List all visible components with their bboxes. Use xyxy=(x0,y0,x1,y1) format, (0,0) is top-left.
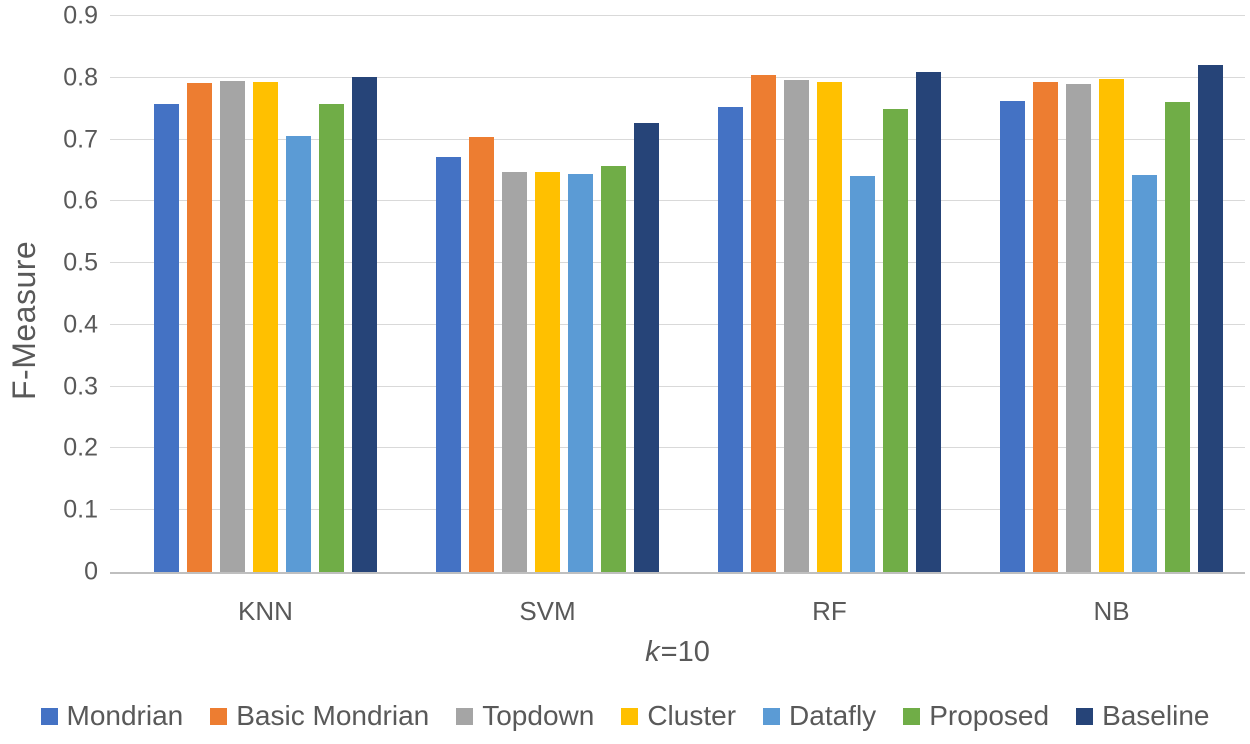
bar-datafly-knn xyxy=(286,135,311,572)
bar-topdown-knn xyxy=(220,80,245,572)
bar-baseline-knn xyxy=(352,77,377,572)
y-tick-label-0.6: 0.6 xyxy=(63,186,98,215)
bar-proposed-knn xyxy=(319,103,344,572)
legend: Mondrian Basic Mondrian Topdown Cluster Data… xyxy=(0,700,1250,732)
legend-label-cluster: Cluster xyxy=(647,700,737,731)
bar-cluster-rf xyxy=(817,82,842,572)
legend-swatch-cluster xyxy=(621,707,639,725)
bar-proposed-nb xyxy=(1165,101,1190,572)
x-category-label-knn: KNN xyxy=(238,596,293,626)
bar-proposed-svm xyxy=(601,166,626,572)
gridline-0.9 xyxy=(110,15,1245,16)
legend-item-datafly: Datafly xyxy=(763,700,876,732)
gridline-0.5 xyxy=(110,262,1245,264)
x-category-label-svm: SVM xyxy=(519,596,576,626)
legend-swatch-proposed xyxy=(903,707,921,725)
legend-item-baseline: Baseline xyxy=(1076,700,1209,732)
x-axis-title-italic: k xyxy=(645,636,660,668)
bar-cluster-svm xyxy=(535,171,560,572)
bar-group-nb xyxy=(1000,16,1223,572)
bar-group-svm xyxy=(436,16,659,572)
gridline-0.4 xyxy=(110,323,1245,325)
bar-basic-mondrian-nb xyxy=(1033,82,1058,572)
y-tick-label-0.8: 0.8 xyxy=(63,63,98,92)
x-axis-title-rest: =10 xyxy=(660,636,710,668)
legend-swatch-mondrian xyxy=(40,707,58,725)
bar-baseline-rf xyxy=(916,72,941,572)
bar-mondrian-knn xyxy=(154,104,179,572)
bar-topdown-rf xyxy=(784,79,809,572)
bar-datafly-svm xyxy=(568,174,593,572)
legend-label-mondrian: Mondrian xyxy=(66,700,184,731)
gridline-0.8 xyxy=(110,76,1245,78)
legend-swatch-basic-mondrian xyxy=(210,707,228,725)
gridline-0.2 xyxy=(110,447,1245,449)
y-tick-label-0.3: 0.3 xyxy=(63,372,98,401)
bar-mondrian-rf xyxy=(718,106,743,572)
bar-baseline-svm xyxy=(634,122,659,572)
legend-label-proposed: Proposed xyxy=(929,700,1050,731)
y-axis-ticks: 0 0.1 0.2 0.3 0.4 0.5 0.6 0.7 0.8 0.9 xyxy=(0,2,98,586)
legend-label-baseline: Baseline xyxy=(1102,700,1210,731)
bar-proposed-rf xyxy=(883,108,908,572)
legend-label-topdown: Topdown xyxy=(482,700,595,731)
y-tick-label-0: 0 xyxy=(84,557,98,586)
bar-datafly-nb xyxy=(1132,174,1157,572)
bar-baseline-nb xyxy=(1198,65,1223,572)
legend-label-basic-mondrian: Basic Mondrian xyxy=(236,700,430,731)
bar-topdown-svm xyxy=(502,171,527,572)
y-tick-label-0.2: 0.2 xyxy=(63,433,98,462)
gridline-0.1 xyxy=(110,509,1245,511)
bar-group-rf xyxy=(718,16,941,572)
bar-datafly-rf xyxy=(850,176,875,572)
legend-swatch-topdown xyxy=(456,707,474,725)
bar-basic-mondrian-svm xyxy=(469,137,494,572)
y-tick-label-0.1: 0.1 xyxy=(63,495,98,524)
legend-item-topdown: Topdown xyxy=(456,700,594,732)
bar-topdown-nb xyxy=(1066,83,1091,572)
legend-label-datafly: Datafly xyxy=(789,700,877,731)
x-axis-title: k=10 xyxy=(110,636,1245,669)
bar-mondrian-svm xyxy=(436,156,461,572)
x-axis-labels: KNN SVM RF NB xyxy=(110,596,1245,627)
y-tick-label-0.5: 0.5 xyxy=(63,248,98,277)
legend-item-mondrian: Mondrian xyxy=(40,700,184,732)
bar-basic-mondrian-knn xyxy=(187,82,212,572)
gridline-0.6 xyxy=(110,200,1245,202)
legend-item-cluster: Cluster xyxy=(621,700,736,732)
bar-group-knn xyxy=(154,16,377,572)
x-category-label-nb: NB xyxy=(1093,596,1130,626)
plot-area xyxy=(110,15,1245,574)
y-tick-label-0.4: 0.4 xyxy=(63,310,98,339)
x-category-label-rf: RF xyxy=(812,596,847,626)
legend-item-basic-mondrian: Basic Mondrian xyxy=(210,700,429,732)
bar-cluster-knn xyxy=(253,82,278,572)
legend-item-proposed: Proposed xyxy=(903,700,1049,732)
y-tick-label-0.9: 0.9 xyxy=(63,1,98,30)
y-tick-label-0.7: 0.7 xyxy=(63,125,98,154)
gridline-0.7 xyxy=(110,138,1245,140)
bar-groups xyxy=(110,16,1245,572)
legend-swatch-baseline xyxy=(1076,707,1094,725)
bar-mondrian-nb xyxy=(1000,100,1025,572)
bar-cluster-nb xyxy=(1099,79,1124,572)
legend-swatch-datafly xyxy=(763,707,781,725)
bar-basic-mondrian-rf xyxy=(751,74,776,572)
gridline-0.3 xyxy=(110,385,1245,387)
